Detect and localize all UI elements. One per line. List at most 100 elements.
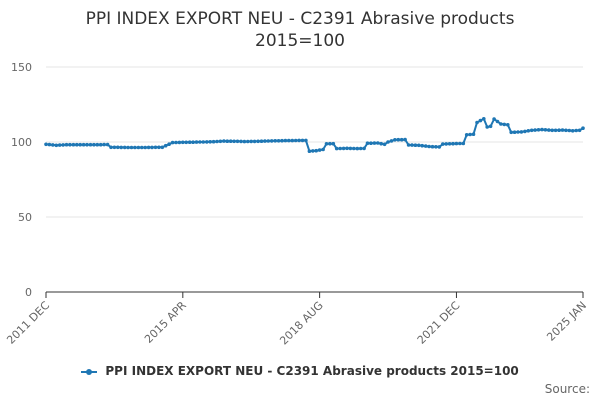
data-point[interactable] (482, 117, 486, 121)
data-point[interactable] (160, 145, 165, 150)
data-point[interactable] (444, 142, 449, 146)
data-point[interactable] (51, 143, 55, 147)
data-point[interactable] (338, 146, 343, 151)
data-point[interactable] (259, 139, 264, 143)
data-point[interactable] (184, 140, 188, 145)
data-point[interactable] (523, 129, 527, 134)
data-point[interactable] (379, 141, 384, 146)
data-point[interactable] (550, 128, 554, 133)
data-point[interactable] (136, 145, 141, 150)
data-point[interactable] (208, 140, 212, 144)
data-point[interactable] (553, 128, 558, 133)
data-point[interactable] (328, 141, 332, 146)
data-point[interactable] (536, 128, 541, 132)
data-point[interactable] (570, 129, 575, 133)
data-point[interactable] (533, 128, 537, 132)
data-point[interactable] (464, 133, 469, 137)
data-point[interactable] (468, 132, 472, 137)
data-point[interactable] (413, 143, 418, 147)
data-point[interactable] (126, 145, 130, 150)
data-point[interactable] (471, 132, 476, 136)
data-point[interactable] (506, 123, 510, 127)
data-point[interactable] (540, 127, 544, 132)
data-point[interactable] (297, 138, 301, 143)
data-point[interactable] (78, 142, 82, 147)
data-point[interactable] (423, 144, 428, 148)
data-point[interactable] (122, 145, 127, 150)
data-point[interactable] (170, 140, 175, 145)
data-point[interactable] (133, 145, 137, 150)
data-point[interactable] (163, 143, 168, 148)
data-point[interactable] (543, 128, 548, 132)
data-point[interactable] (574, 128, 578, 133)
data-point[interactable] (239, 139, 243, 144)
data-point[interactable] (222, 139, 226, 143)
data-point[interactable] (519, 130, 524, 134)
data-point[interactable] (458, 141, 462, 146)
data-point[interactable] (75, 142, 79, 147)
data-point[interactable] (116, 145, 120, 150)
data-point[interactable] (358, 146, 363, 151)
data-point[interactable] (174, 140, 178, 145)
data-point[interactable] (516, 130, 520, 134)
data-point[interactable] (61, 143, 65, 147)
data-point[interactable] (256, 139, 260, 144)
data-point[interactable] (529, 128, 534, 133)
data-point[interactable] (454, 141, 459, 146)
data-point[interactable] (235, 139, 240, 144)
data-point[interactable] (228, 139, 233, 143)
data-point[interactable] (109, 145, 113, 150)
data-point[interactable] (475, 120, 479, 125)
data-point[interactable] (150, 145, 154, 150)
data-point[interactable] (68, 142, 72, 147)
data-point[interactable] (177, 140, 182, 145)
data-point[interactable] (246, 139, 250, 144)
data-point[interactable] (181, 140, 185, 145)
data-point[interactable] (283, 138, 288, 143)
data-point[interactable] (567, 128, 572, 133)
data-point[interactable] (382, 142, 387, 147)
data-point[interactable] (410, 143, 414, 147)
data-point[interactable] (441, 142, 445, 146)
data-point[interactable] (581, 126, 585, 130)
data-point[interactable] (187, 140, 192, 144)
data-point[interactable] (526, 129, 531, 133)
data-point[interactable] (215, 139, 219, 144)
data-point[interactable] (153, 145, 158, 150)
data-point[interactable] (352, 146, 356, 151)
data-point[interactable] (102, 142, 106, 147)
data-point[interactable] (71, 142, 76, 147)
data-point[interactable] (393, 138, 397, 142)
data-point[interactable] (307, 149, 312, 153)
data-point[interactable] (399, 137, 404, 142)
data-point[interactable] (112, 145, 117, 150)
data-point[interactable] (266, 139, 271, 143)
data-point[interactable] (119, 145, 123, 150)
data-point[interactable] (499, 122, 503, 126)
data-point[interactable] (54, 143, 59, 148)
data-point[interactable] (290, 138, 295, 143)
data-point[interactable] (225, 139, 230, 143)
data-point[interactable] (242, 139, 247, 144)
data-point[interactable] (232, 139, 236, 144)
data-point[interactable] (201, 140, 206, 144)
data-point[interactable] (81, 142, 86, 147)
data-point[interactable] (447, 142, 452, 146)
data-point[interactable] (324, 142, 329, 146)
data-point[interactable] (451, 141, 455, 146)
data-point[interactable] (420, 143, 425, 148)
data-point[interactable] (478, 118, 483, 123)
data-point[interactable] (417, 143, 421, 148)
data-point[interactable] (437, 145, 442, 149)
data-point[interactable] (485, 125, 490, 129)
data-point[interactable] (57, 143, 62, 147)
data-point[interactable] (167, 142, 171, 146)
data-point[interactable] (263, 139, 267, 143)
data-point[interactable] (434, 145, 438, 149)
data-point[interactable] (430, 144, 435, 149)
data-point[interactable] (427, 144, 431, 149)
data-point[interactable] (129, 145, 134, 150)
data-point[interactable] (273, 139, 278, 143)
data-point[interactable] (311, 149, 315, 153)
data-point[interactable] (293, 138, 298, 143)
